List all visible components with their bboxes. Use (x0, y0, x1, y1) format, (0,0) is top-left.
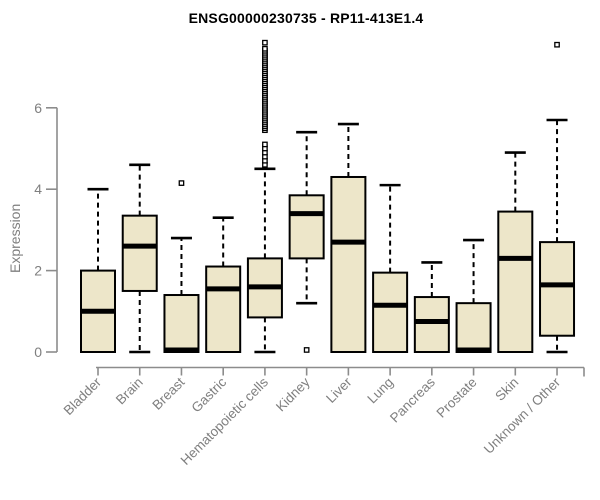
box-prostate (455, 302, 492, 354)
x-tick-label: Lung (364, 375, 396, 407)
box-lung (372, 271, 409, 354)
box-brain (121, 214, 158, 292)
box-breast (163, 294, 200, 353)
y-tick-label: 6 (34, 100, 42, 116)
box-pancreas (413, 296, 450, 353)
outlier-point-hematopoietic-cells (262, 39, 268, 46)
y-tick-label: 0 (34, 344, 42, 360)
outlier-point-unknown-other (554, 41, 560, 48)
x-tick-label: Breast (149, 374, 187, 412)
x-tick-label: Unknown / Other (481, 374, 564, 457)
box-kidney (288, 194, 325, 260)
box-skin (497, 210, 534, 353)
x-tick-label: Liver (323, 374, 355, 406)
x-tick-label: Gastric (188, 374, 229, 415)
y-tick-label: 4 (34, 181, 42, 197)
outlier-point-hematopoietic-cells (262, 141, 268, 148)
outlier-point-breast (178, 180, 185, 186)
y-tick-label: 2 (34, 263, 42, 279)
box-unknown-other (539, 241, 576, 337)
x-tick-label: Brain (113, 375, 146, 408)
x-tick-label: Kidney (273, 374, 313, 414)
chart-title: ENSG00000230735 - RP11-413E1.4 (188, 10, 424, 26)
box-liver (330, 175, 367, 353)
x-tick-label: Prostate (434, 375, 480, 421)
box-gastric (205, 265, 242, 353)
x-tick-label: Pancreas (387, 374, 438, 425)
x-tick-label: Bladder (61, 374, 105, 418)
x-tick-label: Skin (492, 375, 521, 404)
outlier-point-hematopoietic-cells (262, 45, 268, 52)
outlier-point-kidney (303, 347, 310, 353)
